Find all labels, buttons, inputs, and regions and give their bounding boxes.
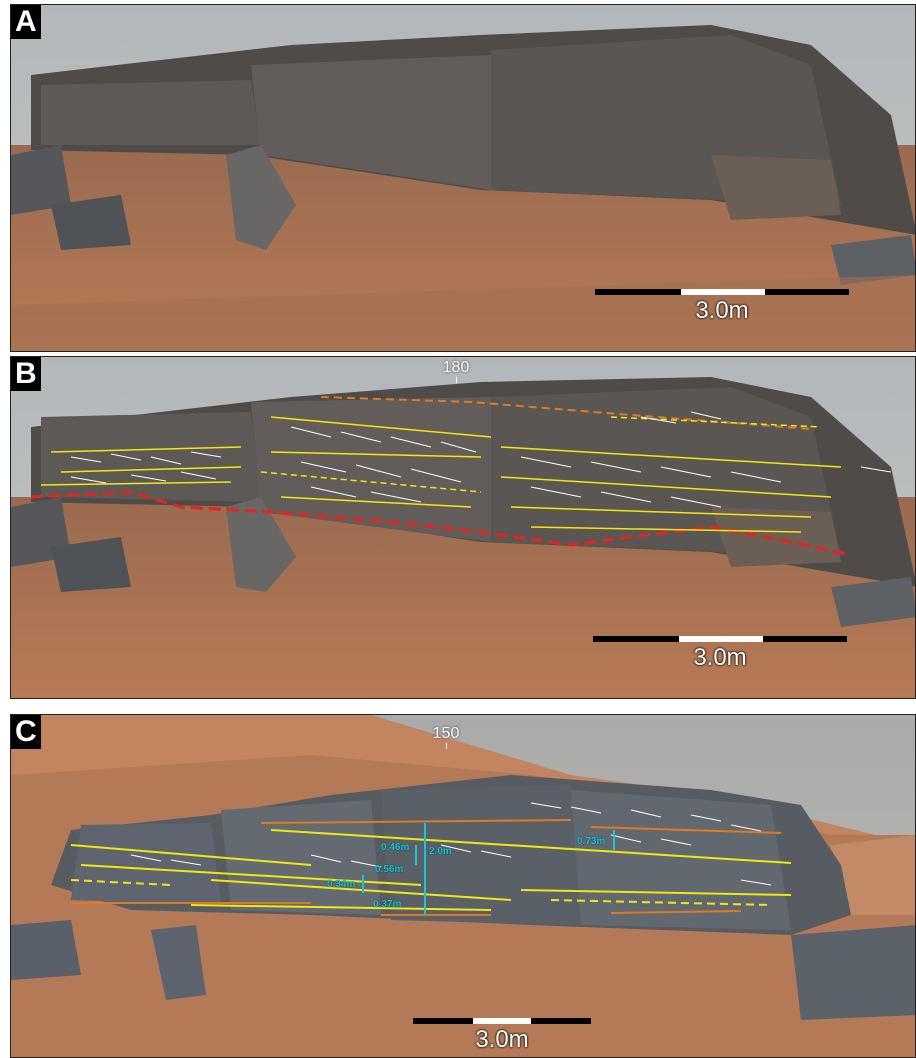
azimuth-tick-c bbox=[445, 743, 447, 749]
scale-label-b: 3.0m bbox=[693, 644, 747, 671]
scale-bar-c: 3.0m bbox=[413, 1018, 591, 1053]
panel-letter-b: B bbox=[11, 357, 41, 391]
measurement-label: 0.46m bbox=[381, 842, 410, 853]
panel-letter-a: A bbox=[11, 5, 41, 39]
azimuth-tick-b bbox=[455, 377, 457, 383]
scale-label-a: 3.0m bbox=[695, 297, 749, 324]
measurement-label: 0.37m bbox=[373, 899, 402, 910]
scale-bar-b: 3.0m bbox=[593, 636, 847, 671]
scale-label-c: 3.0m bbox=[475, 1026, 529, 1053]
scale-bar-a: 3.0m bbox=[595, 289, 849, 324]
panel-a: A 3.0m bbox=[10, 4, 916, 352]
azimuth-label-c: 150 bbox=[432, 725, 460, 742]
panel-c: C 150 0.46m 2.0m 0.56m 0.34m 0.37m 0.73m… bbox=[10, 714, 916, 1058]
panel-b: B 180 3.0m bbox=[10, 356, 916, 699]
outcrop-photo-c bbox=[11, 715, 915, 1057]
measurement-label: 0.56m bbox=[375, 864, 404, 875]
azimuth-label-b: 180 bbox=[442, 359, 470, 376]
panel-letter-c: C bbox=[11, 715, 41, 749]
azimuth-marker-b: 180 bbox=[436, 359, 476, 383]
measurement-label: 2.0m bbox=[429, 846, 452, 857]
outcrop-photo-a bbox=[11, 5, 915, 351]
measurement-label: 0.34m bbox=[327, 879, 356, 890]
azimuth-marker-c: 150 bbox=[426, 725, 466, 749]
measurement-label: 0.73m bbox=[577, 836, 606, 847]
